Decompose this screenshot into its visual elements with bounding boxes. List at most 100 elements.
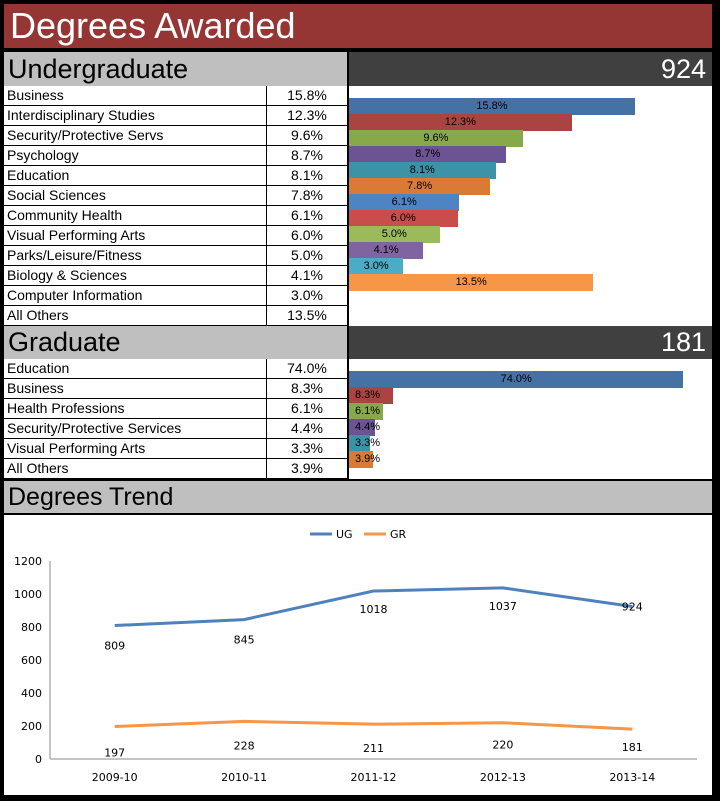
- bar: 15.8%: [349, 98, 635, 115]
- category-percent: 9.6%: [291, 127, 323, 143]
- category-percent: 3.0%: [291, 287, 323, 303]
- data-label: 211: [363, 742, 384, 755]
- trend-header: Degrees Trend: [4, 481, 712, 513]
- category-name: Social Sciences: [4, 186, 267, 205]
- category-name: Interdisciplinary Studies: [4, 106, 267, 125]
- undergraduate-header: Undergraduate: [4, 52, 347, 86]
- category-percent: 6.1%: [291, 207, 323, 223]
- bar: 3.3%: [349, 435, 380, 452]
- undergraduate-total: 924: [349, 52, 712, 86]
- table-row: Security/Protective Servs 9.6%: [4, 126, 347, 146]
- category-name: Visual Performing Arts: [4, 439, 267, 458]
- series-line-ug: [114, 586, 633, 628]
- category-name: Security/Protective Services: [4, 419, 267, 438]
- data-label: 197: [104, 746, 125, 759]
- data-label: 1037: [489, 600, 517, 613]
- category-name: Biology & Sciences: [4, 266, 267, 285]
- data-label: 228: [234, 739, 255, 752]
- bar: 6.1%: [349, 194, 460, 211]
- category-percent: 8.1%: [291, 167, 323, 183]
- x-tick-label: 2012-13: [480, 771, 526, 784]
- bar: 4.1%: [349, 242, 424, 259]
- category-name: Education: [4, 166, 267, 185]
- category-name: Community Health: [4, 206, 267, 225]
- table-row: All Others 13.5%: [4, 306, 347, 326]
- data-label: 924: [622, 601, 643, 614]
- category-percent: 3.3%: [291, 440, 323, 456]
- data-label: 220: [492, 739, 513, 752]
- category-percent: 12.3%: [287, 107, 327, 123]
- x-tick-label: 2013-14: [609, 771, 655, 784]
- table-row: Education 8.1%: [4, 166, 347, 186]
- graduate-header: Graduate: [4, 326, 347, 359]
- bar: 8.3%: [349, 387, 393, 404]
- category-name: All Others: [4, 306, 267, 325]
- bar: 7.8%: [349, 178, 491, 195]
- data-label: 845: [234, 634, 255, 647]
- category-percent: 7.8%: [291, 187, 323, 203]
- graduate-table: Education 74.0% Business 8.3% Health Profess…: [4, 359, 347, 479]
- y-tick-label: 1200: [14, 555, 42, 568]
- table-row: Visual Performing Arts 6.0%: [4, 226, 347, 246]
- data-label: 181: [622, 741, 643, 754]
- category-percent: 4.1%: [291, 267, 323, 283]
- table-row: Interdisciplinary Studies 12.3%: [4, 106, 347, 126]
- legend-label: GR: [390, 528, 407, 541]
- bar: 8.1%: [349, 162, 496, 179]
- category-percent: 8.3%: [291, 380, 323, 396]
- graduate-total: 181: [349, 326, 712, 359]
- table-row: Education 74.0%: [4, 359, 347, 379]
- bar: 3.0%: [349, 258, 404, 275]
- category-name: All Others: [4, 459, 267, 478]
- category-percent: 15.8%: [287, 87, 327, 103]
- x-tick-label: 2011-12: [351, 771, 397, 784]
- category-percent: 13.5%: [287, 307, 327, 323]
- bar: 4.4%: [349, 419, 380, 436]
- table-row: Computer Information 3.0%: [4, 286, 347, 306]
- category-name: Business: [4, 379, 267, 398]
- table-row: Security/Protective Services 4.4%: [4, 419, 347, 439]
- category-percent: 6.1%: [291, 400, 323, 416]
- category-percent: 8.7%: [291, 147, 323, 163]
- bar: 6.1%: [349, 403, 383, 420]
- table-row: Social Sciences 7.8%: [4, 186, 347, 206]
- table-row: Business 15.8%: [4, 86, 347, 106]
- category-percent: 4.4%: [291, 420, 323, 436]
- category-percent: 6.0%: [291, 227, 323, 243]
- y-tick-label: 0: [35, 753, 42, 766]
- bar: 6.0%: [349, 210, 458, 227]
- category-name: Health Professions: [4, 399, 267, 418]
- table-row: Biology & Sciences 4.1%: [4, 266, 347, 286]
- category-percent: 3.9%: [291, 460, 323, 476]
- y-tick-label: 800: [21, 621, 42, 634]
- undergraduate-bar-chart: 15.8% 12.3% 9.6% 8.7% 8.1% 7.8% 6.1% 6.0% 5.0% 4.…: [349, 86, 712, 326]
- table-row: Health Professions 6.1%: [4, 399, 347, 419]
- x-tick-label: 2009-10: [92, 771, 138, 784]
- table-row: Visual Performing Arts 3.3%: [4, 439, 347, 459]
- data-label: 809: [104, 640, 125, 653]
- category-percent: 74.0%: [287, 360, 327, 376]
- graduate-bar-chart: 74.0% 8.3% 6.1% 4.4% 3.3% 3.9%: [349, 359, 712, 479]
- category-percent: 5.0%: [291, 247, 323, 263]
- bar: 9.6%: [349, 130, 523, 147]
- bar: 12.3%: [349, 114, 572, 131]
- bar: 5.0%: [349, 226, 440, 243]
- x-tick-label: 2010-11: [221, 771, 267, 784]
- trend-chart: 0 200 400 600 800 1000 1200 2009-10 2010-11 2011-…: [4, 515, 712, 795]
- table-row: Parks/Leisure/Fitness 5.0%: [4, 246, 347, 266]
- y-tick-label: 1000: [14, 588, 42, 601]
- y-tick-label: 200: [21, 720, 42, 733]
- table-row: Community Health 6.1%: [4, 206, 347, 226]
- category-name: Parks/Leisure/Fitness: [4, 246, 267, 265]
- category-name: Visual Performing Arts: [4, 226, 267, 245]
- table-row: Psychology 8.7%: [4, 146, 347, 166]
- bar: 8.7%: [349, 146, 507, 163]
- category-name: Psychology: [4, 146, 267, 165]
- category-name: Security/Protective Servs: [4, 126, 267, 145]
- y-tick-label: 400: [21, 687, 42, 700]
- table-row: All Others 3.9%: [4, 459, 347, 479]
- category-name: Education: [4, 359, 267, 378]
- y-tick-label: 600: [21, 654, 42, 667]
- undergraduate-table: Business 15.8% Interdisciplinary Studies 12…: [4, 86, 347, 326]
- category-name: Business: [4, 86, 267, 105]
